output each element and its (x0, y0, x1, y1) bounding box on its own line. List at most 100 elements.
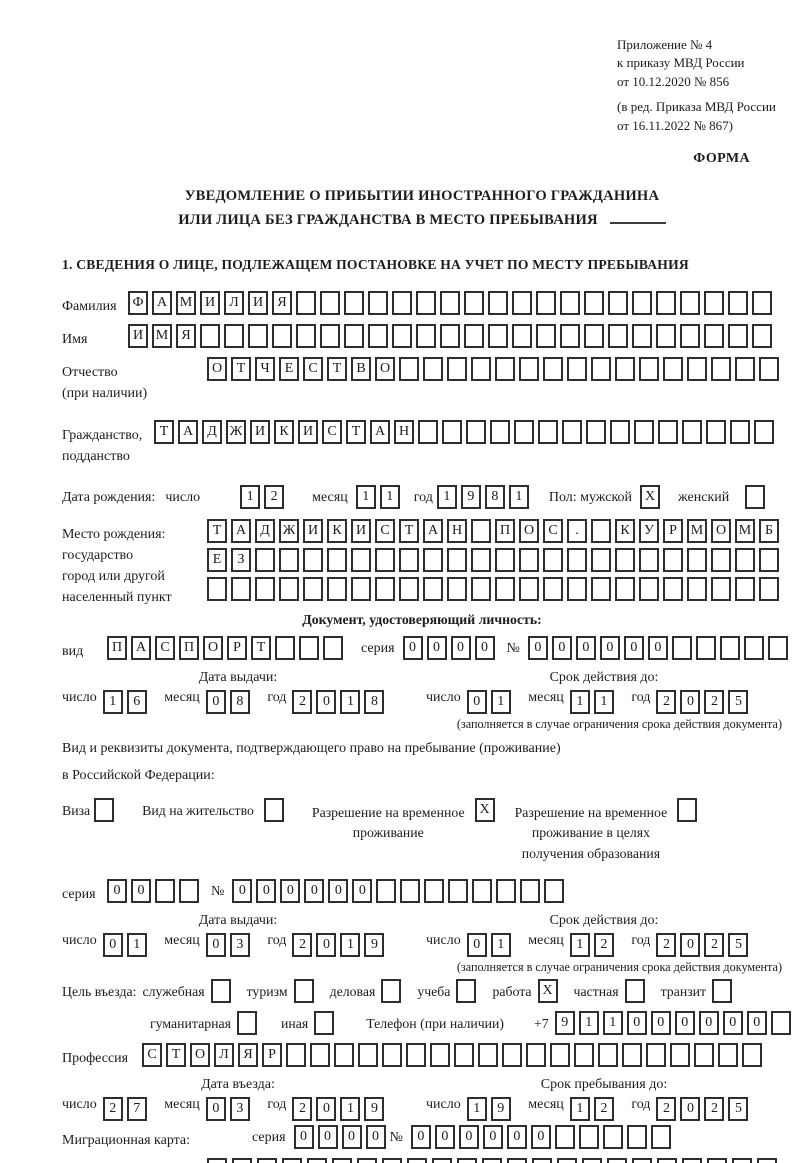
char-cell (650, 1124, 671, 1149)
char-cell: 0 (365, 1124, 386, 1149)
char-cell (392, 291, 412, 316)
citizenship-label-line-2: подданство (62, 449, 130, 465)
char-cell: 0 (317, 1124, 338, 1149)
char-cell (400, 878, 421, 903)
char-cell: 1 (578, 1010, 599, 1035)
char-cell: 0 (746, 1010, 767, 1035)
migration-card-number-label: № (389, 1129, 403, 1145)
residence-doc-line-2: в Российской Федерации: (62, 768, 215, 784)
identity-doc-series-label: серия (361, 641, 395, 657)
identity-doc-issue-col: Дата выдачи: число 1 6 месяц 0 8 год 2 0 1 8 (62, 670, 414, 732)
char-cell (670, 1042, 690, 1067)
sex-male-label: Пол: мужской (548, 490, 633, 506)
char-cell (320, 291, 340, 316)
birth-year-label: год (413, 490, 433, 506)
char-cell: М (176, 291, 196, 316)
char-cell: 1 (102, 690, 123, 715)
representatives-cells-row-1: 1122 (207, 1157, 782, 1163)
char-cell: 2 (704, 932, 725, 957)
char-cell: П (107, 636, 127, 661)
char-cell (471, 577, 491, 602)
valid-year-label: год (631, 690, 651, 706)
identity-doc-issue-header: Дата выдачи: (198, 670, 278, 686)
char-cell: 1 (340, 1096, 361, 1121)
purpose-tourism-label: туризм (246, 983, 288, 999)
residence-doc-issue-header: Дата выдачи: (198, 912, 278, 928)
char-cell: 2 (257, 1157, 277, 1163)
char-cell (464, 324, 484, 349)
char-cell (303, 577, 323, 602)
char-cell: 8 (229, 690, 250, 715)
temp-residence-education-label: Разрешение на временное проживание в цел… (515, 798, 668, 865)
char-cell: А (152, 291, 172, 316)
valid-month-label: месяц (528, 690, 564, 706)
citizenship-label: Гражданство, подданство (62, 420, 154, 467)
char-cell (399, 577, 419, 602)
phone-label: Телефон (при наличии) (366, 1015, 505, 1031)
char-cell (303, 548, 323, 573)
char-cell (314, 1010, 335, 1035)
char-cell (711, 577, 731, 602)
char-cell: 1 (602, 1010, 623, 1035)
residence-permit-label: Вид на жительство (142, 802, 254, 818)
representatives-cells-block: 1122 (207, 1157, 782, 1163)
char-cell: 0 (680, 1096, 701, 1121)
char-cell (562, 420, 582, 445)
residence-doc-issue-line: число 0 1 месяц 0 3 год 2 0 1 9 (62, 932, 414, 957)
char-cell (687, 548, 707, 573)
char-cell (399, 357, 419, 382)
char-cell: 0 (280, 878, 301, 903)
char-cell: Т (231, 357, 251, 382)
temp-residence-checkbox: X (474, 797, 499, 822)
char-cell (543, 357, 563, 382)
char-cell: М (687, 519, 707, 544)
sex-male-checkbox: X (640, 485, 664, 510)
char-cell: Е (279, 357, 299, 382)
char-cell (482, 1157, 502, 1163)
char-cell (272, 324, 292, 349)
char-cell: 2 (292, 932, 313, 957)
char-cell (279, 548, 299, 573)
char-cell (591, 577, 611, 602)
char-cell (759, 577, 779, 602)
char-cell (502, 1042, 522, 1067)
char-cell (719, 636, 740, 661)
char-cell: 0 (680, 690, 701, 715)
char-cell: 0 (722, 1010, 743, 1035)
entry-purpose-label: Цель въезда: (62, 983, 137, 999)
char-cell: 2 (704, 1096, 725, 1121)
char-cell (286, 1042, 306, 1067)
char-cell (543, 548, 563, 573)
purpose-business-checkbox (381, 978, 405, 1003)
char-cell: И (250, 420, 270, 445)
char-cell (711, 357, 731, 382)
char-cell (591, 548, 611, 573)
char-cell (490, 420, 510, 445)
char-cell (424, 878, 445, 903)
row-entry-purpose: Цель въезда: служебная туризм деловая уч… (62, 978, 782, 1003)
stay-day-label: число (426, 1096, 461, 1112)
char-cell: М (152, 324, 172, 349)
temp-residence-education-checkbox (677, 797, 701, 822)
char-cell: 0 (107, 878, 127, 903)
char-cell: 1 (593, 690, 614, 715)
char-cell: 2 (102, 1096, 123, 1121)
res-issue-day-label: число (62, 932, 97, 948)
stay-until-header: Срок пребывания до: (540, 1076, 668, 1092)
purpose-humanitarian-checkbox (236, 1010, 261, 1035)
char-cell: Т (251, 636, 271, 661)
residence-doc-options: Виза Вид на жительство Разрешение на вре… (62, 797, 782, 865)
option-residence-permit: Вид на жительство (142, 797, 288, 822)
char-cell (512, 291, 532, 316)
char-cell: 2 (593, 932, 614, 957)
